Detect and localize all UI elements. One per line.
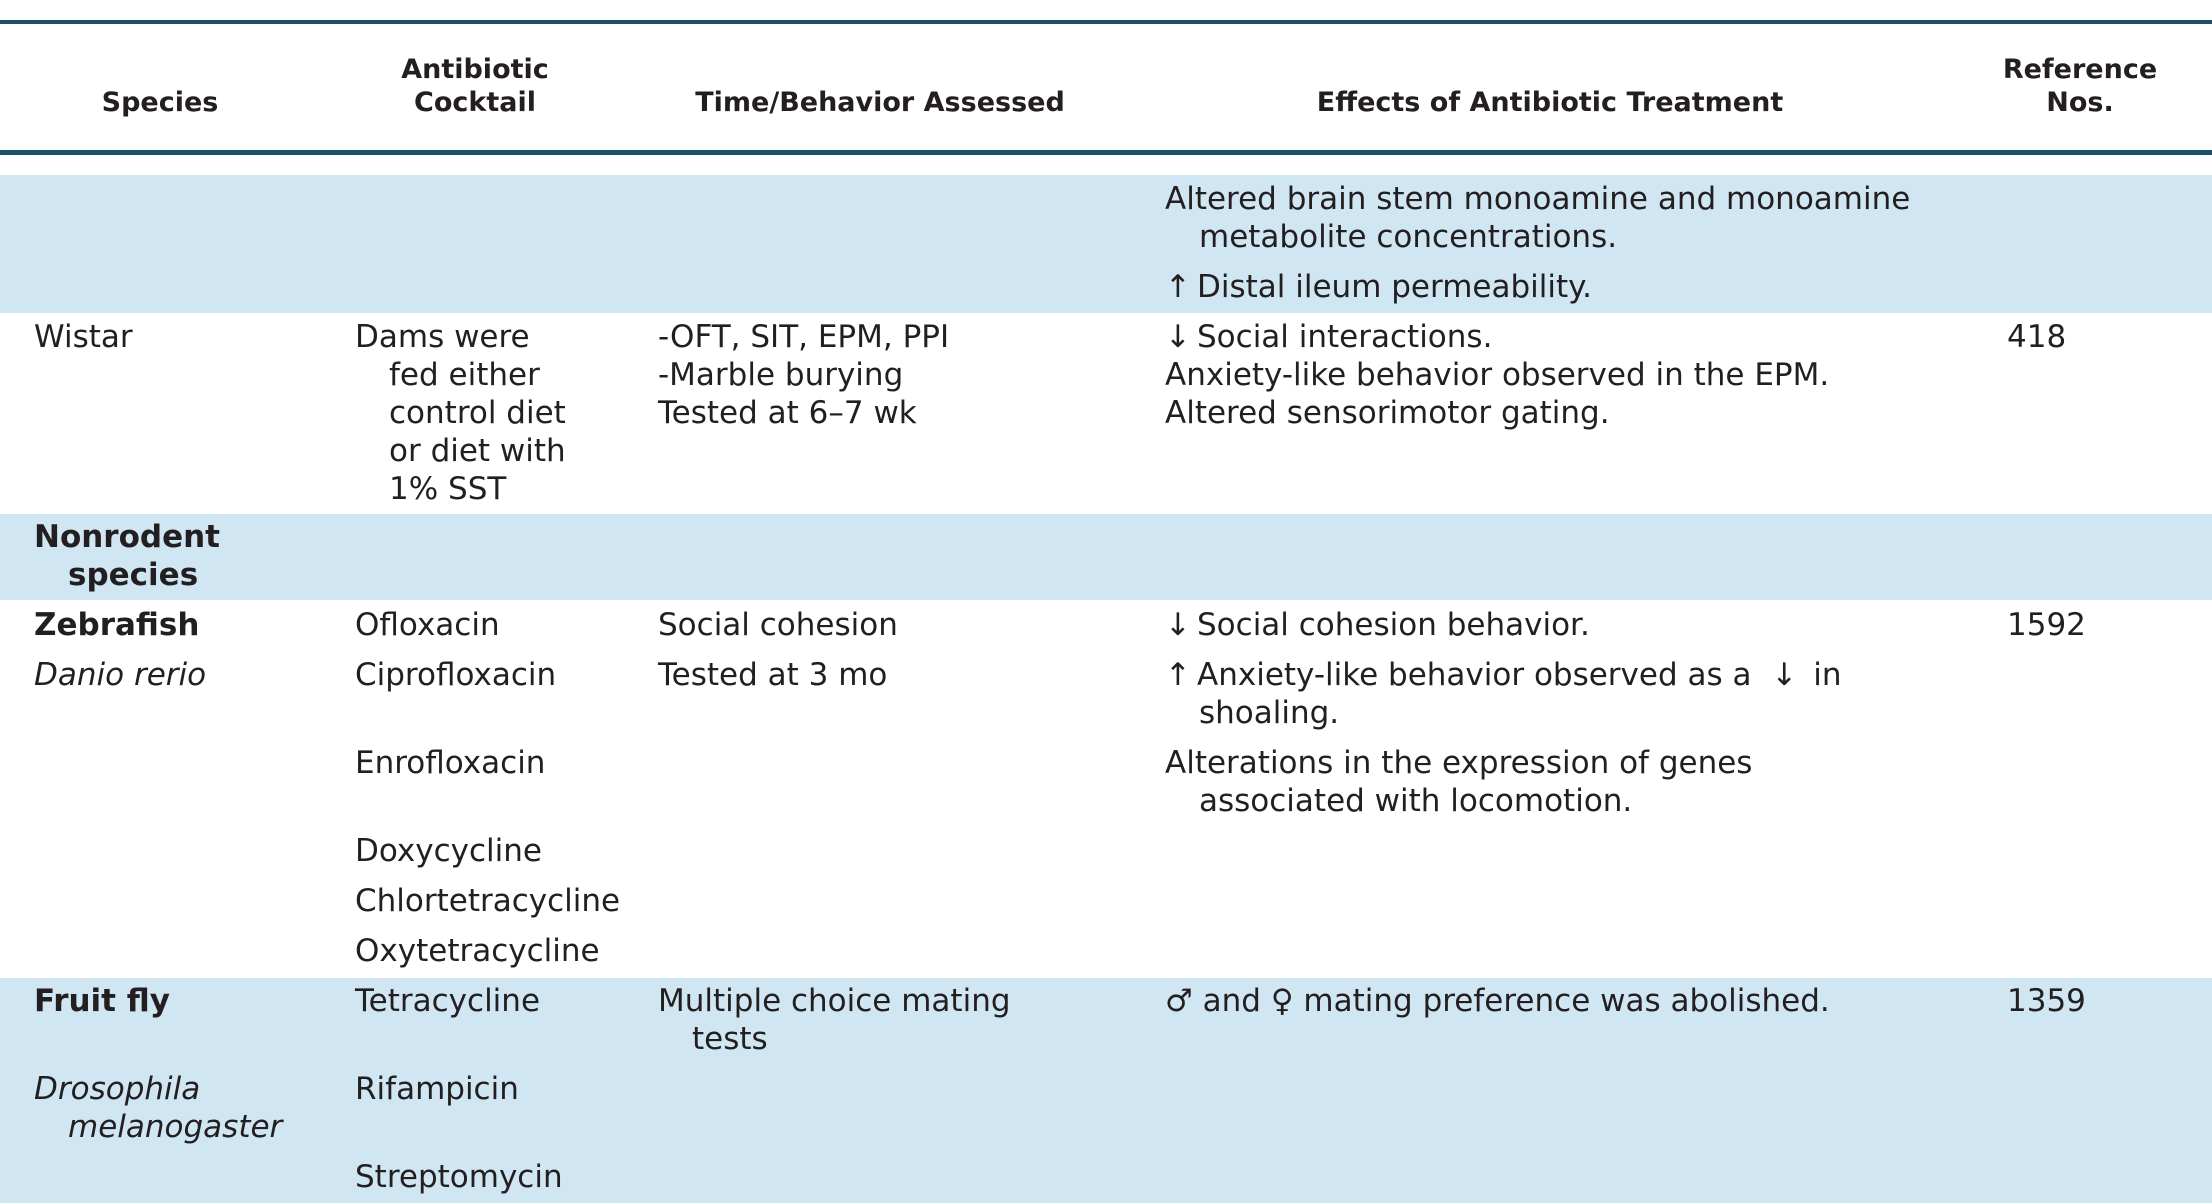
row-zebrafish-latin: Danio rerio (34, 657, 207, 693)
row-zebrafish-antibiotic-6: Oxytetracycline (355, 933, 600, 969)
header-effects: Effects of Antibiotic Treatment (1316, 87, 1784, 118)
row-wistar-effects-line3: Altered sensorimotor gating. (1165, 395, 1610, 431)
row-zebrafish-time-line2: Tested at 3 mo (658, 657, 888, 693)
row-fruitfly-latin-line2: melanogaster (68, 1109, 283, 1145)
section-nonrodent-line2: species (68, 557, 199, 593)
row-fruitfly-time-line1: Multiple choice mating (658, 983, 1011, 1019)
row-zebrafish-effects-line1: ↓ Social cohesion behavior. (1165, 606, 1590, 644)
row-zebrafish-antibiotic-3: Enrofloxacin (355, 745, 546, 781)
row-wistar-reference: 418 (2007, 319, 2067, 355)
male-symbol-icon: ♂ (1165, 983, 1193, 1019)
female-symbol-icon: ♀ (1270, 983, 1294, 1019)
row-prev-effects-line1: Altered brain stem monoamine and monoami… (1165, 181, 1911, 217)
row-prev-effects-line2: metabolite concentrations. (1199, 219, 1618, 255)
header-time-behavior: Time/Behavior Assessed (695, 87, 1065, 118)
row-fruitfly-antibiotic-2: Rifampicin (355, 1071, 519, 1107)
row-prev-effects-line3: ↑ Distal ileum permeability. (1165, 268, 1592, 306)
header-rule (0, 150, 2212, 155)
row-prev-effects-text3: Distal ileum permeability. (1197, 269, 1592, 305)
row-wistar-effects-line1: ↓ Social interactions. (1165, 318, 1492, 356)
row-zebrafish-effects-text2b: in (1813, 657, 1842, 693)
row-fruitfly-band (0, 978, 2212, 1203)
row-zebrafish-effects-line2c: shoaling. (1199, 695, 1340, 731)
table-header: Species Antibiotic Cocktail Time/Behavio… (0, 24, 2212, 150)
row-zebrafish-time-line1: Social cohesion (658, 607, 898, 643)
row-zebrafish-effects-text1: Social cohesion behavior. (1197, 607, 1590, 643)
row-fruitfly-effects: ♂ and ♀ mating preference was abolished. (1165, 982, 1830, 1020)
row-zebrafish-effects-line3a: Alterations in the expression of genes (1165, 745, 1753, 781)
section-nonrodent-line1: Nonrodent (34, 519, 220, 555)
row-wistar-antibiotic-line3: control diet (389, 395, 566, 431)
row-fruitfly-antibiotic-3: Streptomycin (355, 1159, 563, 1195)
down-arrow-icon: ↓ (1771, 657, 1798, 693)
row-wistar-antibiotic-line1: Dams were (355, 319, 530, 355)
header-antibiotic-cocktail: Antibiotic Cocktail (401, 54, 549, 118)
up-arrow-icon: ↑ (1165, 269, 1191, 305)
row-zebrafish-effects-line2: ↑ Anxiety-like behavior observed as a ↓ i… (1165, 656, 1841, 694)
row-fruitfly-effects-text: mating preference was abolished. (1303, 983, 1830, 1019)
row-wistar-antibiotic-line5: 1% SST (389, 471, 507, 507)
row-prev-band (0, 175, 2212, 313)
row-zebrafish-species: Zebrafish (34, 607, 200, 643)
row-zebrafish-effects-text2a: Anxiety-like behavior observed as a (1197, 657, 1752, 693)
row-zebrafish-antibiotic-2: Ciprofloxacin (355, 657, 557, 693)
row-fruitfly-effects-and: and (1202, 983, 1261, 1019)
row-wistar-effects-line2: Anxiety-like behavior observed in the EP… (1165, 357, 1830, 393)
row-wistar-antibiotic-line2: fed either (389, 357, 540, 393)
row-zebrafish-antibiotic-5: Chlortetracycline (355, 883, 621, 919)
row-wistar-time-line1: -OFT, SIT, EPM, PPI (658, 319, 950, 355)
header-reference: Reference Nos. (2002, 54, 2158, 118)
row-fruitfly-time-line2: tests (692, 1021, 768, 1057)
row-fruitfly-antibiotic-1: Tetracycline (355, 983, 541, 1019)
down-arrow-icon: ↓ (1165, 607, 1191, 643)
row-wistar-time-line3: Tested at 6–7 wk (658, 395, 917, 431)
row-wistar-effects-text1: Social interactions. (1197, 319, 1493, 355)
up-arrow-icon: ↑ (1165, 657, 1191, 693)
down-arrow-icon: ↓ (1165, 319, 1191, 355)
row-zebrafish-antibiotic-4: Doxycycline (355, 833, 542, 869)
section-nonrodent-band (0, 514, 2212, 600)
row-wistar-antibiotic-line4: or diet with (389, 433, 566, 469)
row-fruitfly-latin-line1: Drosophila (34, 1071, 201, 1107)
row-fruitfly-species: Fruit fly (34, 983, 170, 1019)
row-wistar-species: Wistar (34, 319, 133, 355)
row-zebrafish-antibiotic-1: Ofloxacin (355, 607, 500, 643)
header-species: Species (101, 87, 219, 118)
row-wistar-time-line2: -Marble burying (658, 357, 904, 393)
row-zebrafish-effects-line3b: associated with locomotion. (1199, 783, 1633, 819)
row-zebrafish-reference: 1592 (2007, 607, 2086, 643)
row-fruitfly-reference: 1359 (2007, 983, 2086, 1019)
top-rule (0, 20, 2212, 24)
